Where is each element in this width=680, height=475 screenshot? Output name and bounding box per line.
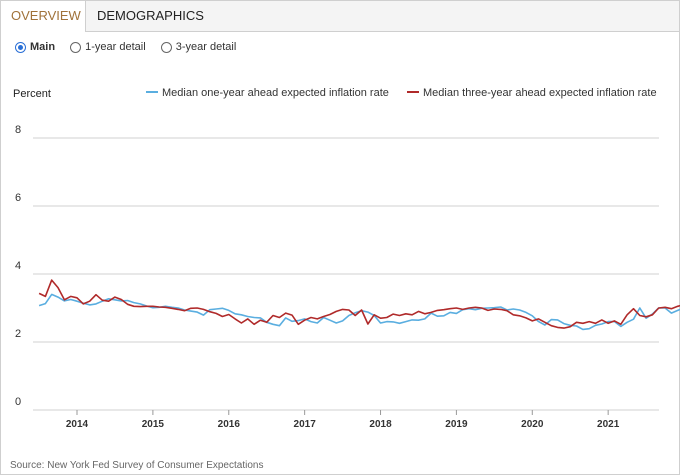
radio-selected-icon[interactable] [15, 41, 26, 53]
legend-label: Median three-year ahead expected inflati… [423, 87, 657, 99]
radio-3-year-label: 3-year detail [175, 41, 237, 53]
x-tick-label: 2018 [369, 419, 392, 430]
radio-3-year-detail[interactable]: 3-year detail [160, 41, 237, 53]
x-tick-label: 2020 [521, 419, 544, 430]
x-tick-label: 2021 [597, 419, 620, 430]
radio-main-label: Main [30, 41, 56, 53]
y-tick-label: 0 [15, 396, 21, 408]
radio-unselected-icon[interactable] [160, 41, 172, 53]
tab-overview[interactable]: OVERVIEW [1, 1, 86, 32]
radio-1-year-detail[interactable]: 1-year detail [70, 41, 146, 53]
series-line [38, 279, 680, 329]
x-tick-label: 2015 [142, 419, 165, 430]
radio-main[interactable]: Main [15, 41, 55, 53]
view-radio-group: Main 1-year detail 3-year detail [15, 41, 248, 56]
radio-1-year-label: 1-year detail [85, 41, 146, 53]
x-tick-label: 2017 [294, 419, 317, 430]
legend-label: Median one-year ahead expected inflation… [162, 87, 389, 99]
source-note: Source: New York Fed Survey of Consumer … [10, 460, 264, 471]
tab-demographics[interactable]: DEMOGRAPHICS [97, 8, 204, 23]
tab-bar: OVERVIEW DEMOGRAPHICS [1, 1, 679, 32]
y-tick-label: 2 [15, 328, 21, 340]
radio-unselected-icon[interactable] [70, 41, 82, 53]
series-line [38, 293, 680, 331]
y-tick-label: 8 [15, 124, 21, 136]
x-tick-label: 2019 [445, 419, 468, 430]
y-axis-label: Percent [13, 88, 51, 100]
x-tick-label: 2014 [66, 419, 89, 430]
y-tick-label: 4 [15, 260, 21, 272]
x-tick-label: 2016 [218, 419, 241, 430]
y-tick-label: 6 [15, 192, 21, 204]
